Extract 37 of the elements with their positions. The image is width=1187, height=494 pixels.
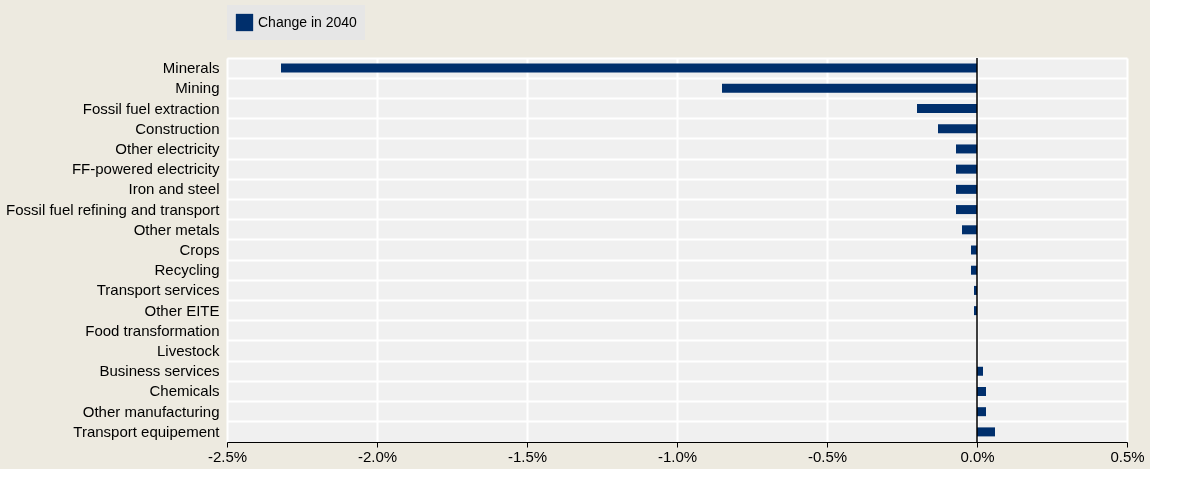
bar [917,104,977,114]
x-tick-label: 0.5% [1110,447,1145,465]
bar [281,63,977,73]
bar [956,205,977,215]
y-tick-label: Fossil fuel refining and transport [6,200,221,218]
x-tick-label: -0.5% [807,447,848,465]
y-tick-label: Recycling [154,261,220,279]
x-tick-label: -1.5% [507,447,548,465]
y-tick-label: Livestock [156,342,220,360]
y-tick-label: Fossil fuel extraction [82,99,220,117]
y-tick-label: Iron and steel [128,180,220,198]
y-tick-label: Mining [175,79,220,97]
x-tick-label: 0.0% [960,447,995,465]
y-tick-label: Other EITE [144,301,220,319]
y-tick-label: Construction [135,119,220,137]
y-tick-label: Crops [179,241,220,258]
x-tick-label: -2.0% [357,447,398,465]
bar [956,164,977,174]
legend-label: Change in 2040 [258,13,358,30]
x-tick-label: -2.5% [207,447,248,465]
bar [938,124,977,134]
y-tick-label: FF-powered electricity [71,160,220,178]
y-tick-label: Minerals [162,59,220,77]
bar [956,144,977,154]
y-tick-label: Other metals [133,220,220,238]
y-tick-label: Other electricity [115,139,220,157]
y-tick-label: Food transformation [85,321,220,339]
y-tick-label: Transport services [96,281,220,299]
bar [722,83,977,93]
x-tick-label: -1.0% [657,447,698,465]
bar [962,225,977,235]
y-tick-label: Transport equipement [73,422,221,440]
bar [956,184,977,194]
bar [977,427,995,437]
y-tick-label: Business services [99,362,220,380]
y-tick-label: Chemicals [149,382,220,400]
y-tick-label: Other manufacturing [82,402,220,420]
